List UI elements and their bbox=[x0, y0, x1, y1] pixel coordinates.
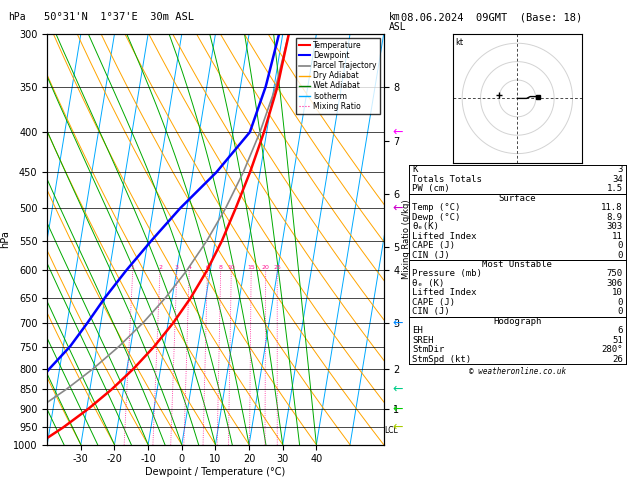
Text: 3: 3 bbox=[175, 265, 179, 270]
Text: CIN (J): CIN (J) bbox=[412, 307, 450, 316]
Y-axis label: hPa: hPa bbox=[0, 230, 10, 248]
Text: 750: 750 bbox=[606, 269, 623, 278]
Text: kt: kt bbox=[455, 38, 464, 47]
Text: 50°31'N  1°37'E  30m ASL: 50°31'N 1°37'E 30m ASL bbox=[44, 12, 194, 22]
Text: © weatheronline.co.uk: © weatheronline.co.uk bbox=[469, 366, 566, 376]
Text: Lifted Index: Lifted Index bbox=[412, 231, 477, 241]
Text: 34: 34 bbox=[612, 174, 623, 184]
Text: 303: 303 bbox=[606, 222, 623, 231]
Text: θₑ (K): θₑ (K) bbox=[412, 279, 444, 288]
Text: ←: ← bbox=[392, 126, 403, 139]
Text: 10: 10 bbox=[228, 265, 235, 270]
Text: 25: 25 bbox=[273, 265, 281, 270]
Text: 280°: 280° bbox=[601, 345, 623, 354]
Text: 8.9: 8.9 bbox=[606, 212, 623, 222]
Text: ASL: ASL bbox=[389, 22, 406, 32]
Text: 15: 15 bbox=[247, 265, 255, 270]
Text: ←: ← bbox=[392, 316, 403, 330]
Text: ←: ← bbox=[392, 202, 403, 215]
Text: ←: ← bbox=[392, 421, 403, 434]
Text: ←: ← bbox=[392, 402, 403, 415]
Text: 11: 11 bbox=[612, 231, 623, 241]
Y-axis label: Mixing Ratio (g/kg): Mixing Ratio (g/kg) bbox=[403, 200, 411, 279]
Text: 1.5: 1.5 bbox=[606, 184, 623, 193]
Text: 26: 26 bbox=[612, 355, 623, 364]
Text: 51: 51 bbox=[612, 336, 623, 345]
Text: 6: 6 bbox=[617, 326, 623, 335]
Text: 3: 3 bbox=[617, 165, 623, 174]
Text: Dewp (°C): Dewp (°C) bbox=[412, 212, 460, 222]
Text: StmSpd (kt): StmSpd (kt) bbox=[412, 355, 471, 364]
Text: CAPE (J): CAPE (J) bbox=[412, 241, 455, 250]
Legend: Temperature, Dewpoint, Parcel Trajectory, Dry Adiabat, Wet Adiabat, Isotherm, Mi: Temperature, Dewpoint, Parcel Trajectory… bbox=[296, 38, 380, 114]
Text: 8: 8 bbox=[219, 265, 223, 270]
Text: LCL: LCL bbox=[384, 426, 398, 434]
Text: EH: EH bbox=[412, 326, 423, 335]
Text: hPa: hPa bbox=[8, 12, 26, 22]
Text: 11.8: 11.8 bbox=[601, 203, 623, 212]
Text: ←: ← bbox=[392, 383, 403, 396]
Text: Lifted Index: Lifted Index bbox=[412, 288, 477, 297]
Text: θₑ(K): θₑ(K) bbox=[412, 222, 439, 231]
Text: 306: 306 bbox=[606, 279, 623, 288]
Text: km: km bbox=[389, 12, 401, 22]
Text: 4: 4 bbox=[187, 265, 191, 270]
Text: 08.06.2024  09GMT  (Base: 18): 08.06.2024 09GMT (Base: 18) bbox=[401, 12, 582, 22]
Text: StmDir: StmDir bbox=[412, 345, 444, 354]
Text: PW (cm): PW (cm) bbox=[412, 184, 450, 193]
Text: Temp (°C): Temp (°C) bbox=[412, 203, 460, 212]
Text: 0: 0 bbox=[617, 307, 623, 316]
Text: 10: 10 bbox=[612, 288, 623, 297]
Text: Hodograph: Hodograph bbox=[493, 317, 542, 326]
Text: CIN (J): CIN (J) bbox=[412, 250, 450, 260]
Text: 6: 6 bbox=[206, 265, 209, 270]
Text: 1: 1 bbox=[131, 265, 135, 270]
Text: Surface: Surface bbox=[499, 193, 536, 203]
Text: Totals Totals: Totals Totals bbox=[412, 174, 482, 184]
Text: Most Unstable: Most Unstable bbox=[482, 260, 552, 269]
Text: Pressure (mb): Pressure (mb) bbox=[412, 269, 482, 278]
Text: 0: 0 bbox=[617, 241, 623, 250]
X-axis label: Dewpoint / Temperature (°C): Dewpoint / Temperature (°C) bbox=[145, 467, 286, 477]
Text: 20: 20 bbox=[262, 265, 270, 270]
Text: 0: 0 bbox=[617, 298, 623, 307]
Text: CAPE (J): CAPE (J) bbox=[412, 298, 455, 307]
Text: SREH: SREH bbox=[412, 336, 433, 345]
Text: K: K bbox=[412, 165, 418, 174]
Text: 0: 0 bbox=[617, 250, 623, 260]
Text: 2: 2 bbox=[158, 265, 162, 270]
